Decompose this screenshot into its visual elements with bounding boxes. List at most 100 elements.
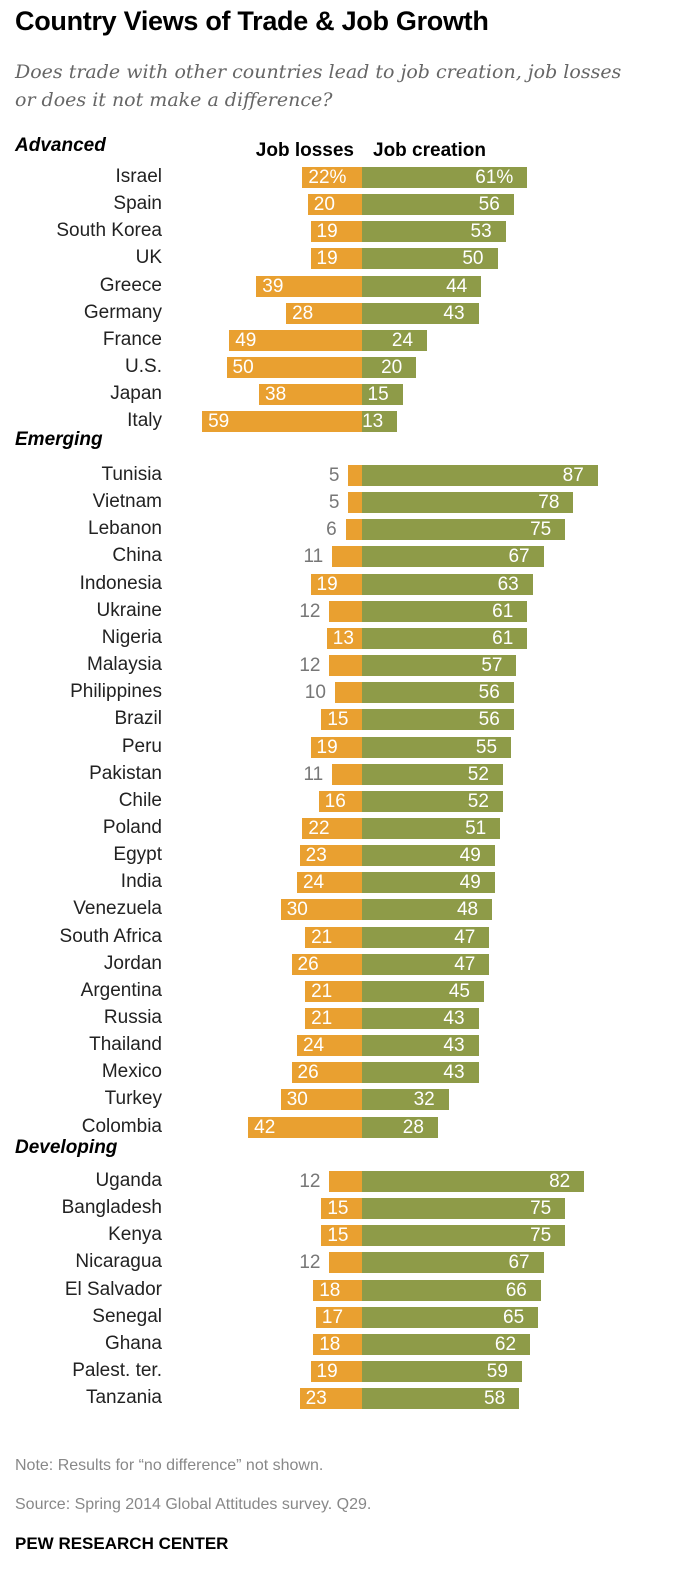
brand-logo-text: PEW RESEARCH CENTER [15,1534,229,1553]
bar-job-losses [310,573,362,595]
bar-job-losses [305,926,362,948]
bar-job-creation [362,845,495,867]
value-label-job-losses: 22 [308,817,330,839]
bar-job-creation [362,411,398,433]
bar-job-creation [362,1333,531,1355]
country-label: Israel [115,166,162,187]
legend-job-creation: Job creation [373,140,486,161]
country-label: El Salvador [64,1278,162,1300]
value-label-job-creation: 62 [494,1333,517,1355]
country-label: Mexico [101,1061,162,1083]
country-label: Japan [110,383,162,405]
value-label-job-losses: 30 [286,1089,308,1111]
bar-job-losses [310,248,362,270]
bar-job-creation [362,1225,566,1247]
value-label-job-losses: 19 [316,573,338,595]
group-label: Advanced [15,135,106,156]
value-label-job-losses: 21 [311,980,333,1002]
bar-job-creation [362,709,514,731]
bar-job-losses [305,1008,362,1029]
value-label-job-creation: 52 [467,763,489,785]
value-label-job-creation: 43 [443,1062,465,1084]
bar-job-creation [362,275,482,297]
value-label-job-losses: 30 [286,899,308,921]
bar-job-creation [362,1252,544,1274]
bar-job-creation [362,573,533,595]
value-label-job-losses: 21 [311,926,333,948]
bar-job-creation [362,546,544,568]
bar-job-creation [362,1198,566,1220]
bar-job-losses [313,1279,362,1301]
bar-job-losses [329,1252,362,1274]
value-label-job-creation: 82 [549,1171,571,1192]
value-label-job-creation: 13 [362,411,384,433]
value-label-job-losses: 11 [303,763,324,785]
value-label-job-creation: 49 [459,845,481,867]
value-label-job-losses: 26 [297,1062,319,1084]
value-label-job-creation: 56 [478,682,500,704]
bar-job-creation [362,872,495,894]
value-label-job-creation: 15 [367,384,389,406]
country-label: Malaysia [87,654,162,676]
value-label-job-losses: 19 [316,736,338,758]
value-label-job-creation: 75 [530,1198,552,1220]
country-label: Ukraine [96,599,162,621]
value-label-job-losses: 6 [326,519,337,541]
bar-job-creation [362,953,490,975]
country-label: Palest. ter. [72,1360,162,1382]
bar-job-losses [310,736,362,758]
country-label: Nigeria [101,626,162,648]
country-label: Brazil [114,708,162,730]
bar-job-creation [362,1062,479,1084]
value-label-job-losses: 18 [319,1279,341,1301]
value-label-job-losses: 12 [299,655,321,677]
bar-job-losses [202,411,362,433]
bar-job-creation [362,465,598,486]
value-label-job-losses: 23 [305,845,327,867]
bar-job-losses [286,302,362,324]
bar-job-creation [362,1035,479,1057]
bar-job-losses [326,627,362,649]
value-label-job-creation: 56 [478,194,500,216]
bar-job-losses [321,1198,362,1220]
value-label-job-creation: 61 [492,627,514,649]
value-label-job-creation: 50 [462,248,484,270]
bar-job-creation [362,1171,585,1192]
bar-job-losses [302,817,362,839]
bar-job-creation [362,221,506,243]
bar-job-losses [299,1388,362,1410]
bar-job-creation [362,655,517,677]
country-label: Jordan [103,952,162,974]
country-label: Vietnam [92,491,162,513]
bar-job-creation [362,384,403,406]
bar-job-losses [334,682,362,704]
bar-job-losses [307,194,362,216]
bar-job-creation [362,194,514,216]
bar-job-creation [362,1008,479,1029]
bar-job-losses [302,167,362,188]
country-label: Poland [102,816,162,838]
value-label-job-losses: 39 [262,275,284,297]
bar-job-creation [362,357,417,379]
bar-job-losses [259,384,362,406]
value-label-job-creation: 32 [413,1089,435,1111]
chart-title: Country Views of Trade & Job Growth [15,6,489,36]
country-label: Chile [118,789,162,811]
value-label-job-losses: 50 [232,357,254,379]
bar-job-creation [362,167,528,188]
bar-job-losses [329,1171,362,1192]
bar-job-losses [248,1116,362,1138]
value-label-job-creation: 65 [503,1306,525,1328]
country-label: Tunisia [101,464,162,485]
value-label-job-losses: 19 [316,1361,338,1383]
group-label: Developing [15,1137,118,1158]
value-label-job-creation: 51 [465,817,487,839]
country-label: Pakistan [89,762,162,784]
bar-job-creation [362,248,498,270]
value-label-job-creation: 61% [475,167,514,188]
country-label: South Africa [59,925,162,947]
value-label-job-losses: 11 [303,546,324,568]
bar-job-creation [362,1361,522,1383]
country-label: Venezuela [73,898,162,920]
bar-job-losses [280,1089,362,1111]
